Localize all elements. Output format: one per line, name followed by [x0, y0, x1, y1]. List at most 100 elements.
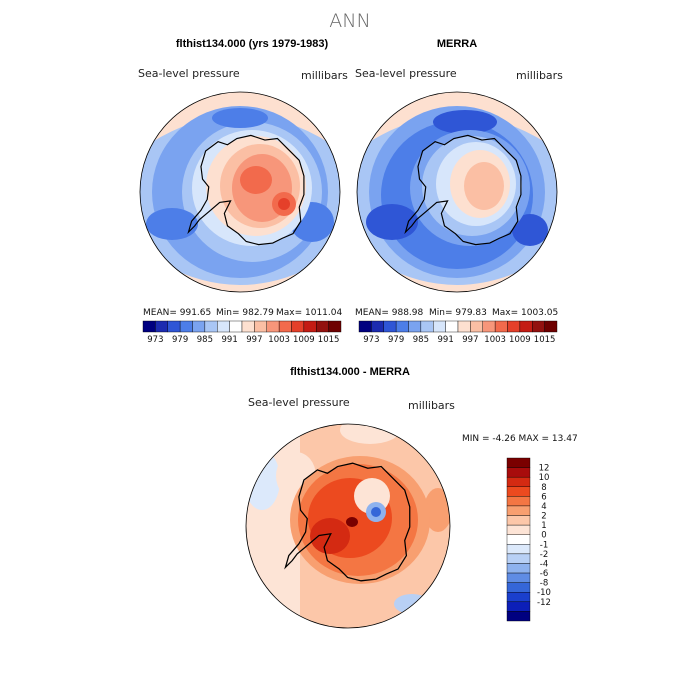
diff-colorbar-swatch	[506, 505, 531, 516]
diff-colorbar-label: 1	[541, 521, 546, 531]
diff-units-label: millibars	[408, 399, 455, 412]
diff-colorbar-label: 4	[541, 502, 546, 512]
diff-colorbar-swatch	[506, 611, 531, 622]
obs-colorbar-swatch	[445, 320, 459, 333]
obs-colorbar-swatch	[395, 320, 409, 333]
obs-colorbar-label: 973	[363, 335, 379, 345]
obs-max: Max= 1003.05	[492, 308, 558, 318]
model-panel: flthist134.000 (yrs 1979-1983) Sea-level…	[138, 38, 348, 345]
model-map	[140, 92, 340, 292]
model-colorbar-swatch	[142, 320, 156, 333]
model-colorbar-swatch	[167, 320, 181, 333]
diff-map	[246, 424, 450, 628]
diff-colorbar-label: 0	[541, 531, 546, 541]
model-colorbar-swatch	[291, 320, 305, 333]
obs-colorbar-swatch	[457, 320, 471, 333]
diff-colorbar-label: -2	[540, 550, 548, 560]
diff-colorbar-label: -10	[537, 588, 551, 598]
model-units-label: millibars	[301, 69, 348, 82]
obs-min: Min= 979.83	[429, 308, 487, 318]
diff-colorbar-label: -12	[537, 598, 551, 608]
diff-colorbar-label: -4	[540, 559, 548, 569]
model-colorbar-label: 979	[172, 335, 188, 345]
model-colorbar-label: 1015	[318, 335, 340, 345]
model-colorbar-swatch	[278, 320, 292, 333]
obs-colorbar-swatch	[433, 320, 446, 333]
obs-colorbar-swatch	[544, 320, 558, 333]
obs-colorbar-swatch	[507, 320, 521, 333]
model-colorbar-swatch	[179, 320, 193, 333]
model-colorbar-label: 991	[222, 335, 238, 345]
diff-variable-label: Sea-level pressure	[248, 396, 350, 409]
obs-colorbar-swatch	[383, 320, 397, 333]
obs-colorbar-swatch	[519, 320, 533, 333]
model-colorbar-swatch	[217, 320, 230, 333]
figure-title: ANN	[329, 10, 370, 32]
diff-colorbar-label: 6	[541, 492, 546, 502]
diff-colorbar-swatch	[506, 553, 531, 564]
obs-colorbar-label: 1003	[484, 335, 506, 345]
diff-colorbar-swatch	[506, 476, 531, 487]
diff-colorbar-label: 2	[541, 512, 546, 522]
model-variable-label: Sea-level pressure	[138, 67, 240, 80]
diff-colorbar-swatch	[506, 592, 531, 603]
model-colorbar-swatch	[254, 320, 267, 333]
obs-colorbar-swatch	[494, 320, 508, 333]
diff-colorbar-label: -1	[540, 540, 548, 550]
diff-panel: flthist134.000 - MERRA Sea-level pressur…	[245, 366, 578, 629]
model-colorbar-swatch	[204, 320, 218, 333]
model-colorbar-swatch	[266, 320, 280, 333]
obs-colorbar: 973 979 985 991 997 1003 1009 1015	[358, 320, 558, 345]
obs-colorbar-swatch	[358, 320, 372, 333]
model-panel-title: flthist134.000 (yrs 1979-1983)	[176, 38, 329, 50]
obs-colorbar-swatch	[420, 320, 434, 333]
diff-colorbar-label: -8	[540, 579, 548, 589]
diff-colorbar-label: -6	[540, 569, 548, 579]
diff-colorbar-swatch	[506, 534, 531, 545]
obs-panel-title: MERRA	[437, 38, 477, 50]
model-max: Max= 1011.04	[276, 308, 342, 318]
diff-colorbar-swatch	[506, 515, 531, 526]
obs-colorbar-swatch	[482, 320, 496, 333]
obs-variable-label: Sea-level pressure	[355, 67, 457, 80]
model-mean: MEAN= 991.65	[143, 308, 211, 318]
model-colorbar-label: 997	[246, 335, 262, 345]
diff-colorbar-label: 10	[539, 473, 550, 483]
obs-colorbar-label: 979	[388, 335, 404, 345]
obs-map	[357, 92, 557, 292]
model-colorbar-swatch	[303, 320, 317, 333]
obs-colorbar-label: 991	[438, 335, 454, 345]
obs-mean: MEAN= 988.98	[355, 308, 424, 318]
obs-colorbar-swatch	[371, 320, 384, 333]
obs-colorbar-label: 985	[413, 335, 429, 345]
model-colorbar-swatch	[328, 320, 342, 333]
model-min: Min= 982.79	[216, 308, 274, 318]
diff-colorbar-swatch	[506, 601, 531, 612]
obs-colorbar-swatch	[532, 320, 545, 333]
obs-colorbar-label: 1009	[509, 335, 531, 345]
diff-panel-title: flthist134.000 - MERRA	[290, 366, 410, 378]
diff-colorbar-swatch	[506, 582, 531, 593]
diff-colorbar-swatch	[506, 563, 531, 574]
obs-colorbar-label: 1015	[534, 335, 556, 345]
model-colorbar-swatch	[241, 320, 255, 333]
model-colorbar-label: 973	[147, 335, 163, 345]
obs-panel: MERRA Sea-level pressure millibars MEAN=…	[355, 38, 563, 345]
diff-colorbar-label: 8	[541, 483, 546, 493]
diff-colorbar-swatch	[506, 457, 531, 468]
obs-units-label: millibars	[516, 69, 563, 82]
diff-colorbar-swatch	[506, 524, 531, 535]
diff-colorbar-label: 12	[539, 464, 550, 474]
model-colorbar-swatch	[192, 320, 206, 333]
diff-colorbar-swatch	[506, 572, 531, 583]
diff-colorbar-swatch	[506, 467, 531, 478]
model-colorbar-swatch	[155, 320, 168, 333]
diff-colorbar-swatch	[506, 544, 531, 555]
obs-colorbar-swatch	[408, 320, 422, 333]
obs-colorbar-label: 997	[462, 335, 478, 345]
model-colorbar: 973 979 985 991 997 1003 1009 1015	[142, 320, 342, 345]
diff-colorbar-swatch	[506, 496, 531, 507]
model-colorbar-swatch	[316, 320, 329, 333]
diff-colorbar-swatch	[506, 486, 531, 497]
